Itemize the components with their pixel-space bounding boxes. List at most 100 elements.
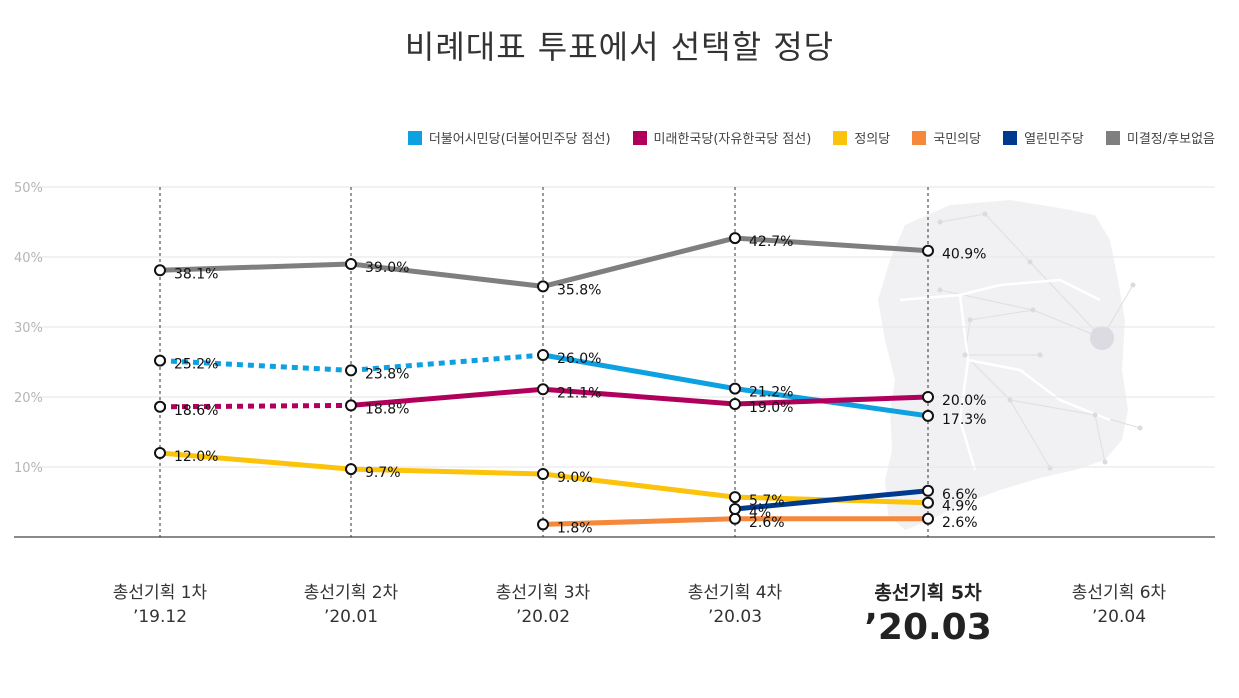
legend-item: 미결정/후보없음 [1105,128,1215,147]
data-label: 2.6% [942,515,978,531]
data-label: 6.6% [942,487,978,503]
data-label: 18.6% [174,403,218,419]
x-category-date: ’20.03 [707,607,763,627]
data-point [922,409,934,422]
series-segment [542,471,736,500]
data-point [537,383,549,396]
data-point [922,496,934,509]
data-point [729,232,741,245]
legend-item: 열린민주당 [1003,128,1084,147]
x-category-name: 총선기획 3차 [495,583,591,603]
korea-map-background [878,200,1143,530]
data-point [922,244,934,257]
data-label: 4% [749,505,771,521]
x-category-name: 총선기획 2차 [303,583,399,603]
data-point [729,491,741,504]
x-category: 총선기획 2차 ’20.01 [256,578,446,627]
series-segment [542,386,736,407]
data-label: 21.2% [749,385,793,401]
legend: 더불어시민당(더불어민주당 점선) 미래한국당(자유한국당 점선) 정의당 국민… [407,128,1215,147]
legend-item: 정의당 [833,128,890,147]
legend-swatch [912,130,927,145]
x-category-date: ’19.12 [132,607,188,627]
x-category-date: ’20.04 [1091,607,1147,627]
data-point [154,400,166,413]
chart-title: 비례대표 투표에서 선택할 정당 [404,28,835,66]
data-point [729,512,741,525]
data-point [537,280,549,293]
series-segment [350,386,544,408]
y-tick-label: 20% [14,391,43,406]
data-label: 9.0% [557,470,593,486]
legend-swatch [1105,130,1120,145]
legend-label: 미래한국당(자유한국당 점선) [653,132,812,147]
series-segment [159,358,352,373]
series-segment [159,402,352,410]
series-segment [159,450,352,472]
legend-swatch [632,130,647,145]
y-tick-label: 40% [14,251,43,266]
legend-label: 열린민주당 [1024,132,1084,147]
x-category-name: 총선기획 5차 [874,582,982,604]
x-category-name: 총선기획 1차 [112,583,208,603]
series-segment [542,352,736,392]
legend-label: 정의당 [854,132,891,147]
series-segment [350,261,544,289]
data-label: 40.9% [942,247,986,263]
data-label: 21.1% [557,385,601,401]
x-category-name: 총선기획 6차 [1071,583,1167,603]
data-label: 20.0% [942,393,986,409]
data-point [154,264,166,277]
legend-swatch [407,130,422,145]
legend-label: 미결정/후보없음 [1126,132,1215,147]
x-category: 총선기획 3차 ’20.02 [448,578,638,627]
data-label: 23.8% [365,366,409,382]
x-category: 총선기획 1차 ’19.12 [65,578,255,627]
series-segment [734,394,929,407]
data-point [922,512,934,525]
y-axis: 50% 40% 30% 20% 10% [14,181,43,476]
data-label: 12.0% [174,449,218,465]
legend-label: 더불어시민당(더불어민주당 점선) [428,132,611,147]
legend-swatch [1003,130,1018,145]
data-label: 5.7% [749,493,785,509]
data-point [345,399,357,412]
data-label: 39.0% [365,260,409,276]
x-category-date: ’20.03 [864,607,992,648]
y-tick-label: 10% [14,461,43,476]
data-label: 2.6% [749,515,785,531]
data-point [729,503,741,515]
x-category-date: ’20.02 [515,607,571,627]
legend-item: 더불어시민당(더불어민주당 점선) [407,128,611,147]
data-label: 18.8% [365,401,409,417]
data-label: 4.9% [942,499,978,515]
data-point [537,349,549,361]
data-point [154,354,166,367]
data-label: 17.3% [942,412,986,428]
x-category-date: ’20.01 [323,607,379,627]
data-point [922,391,934,403]
data-point [537,468,549,480]
series-segment [350,466,544,477]
x-category: 총선기획 4차 ’20.03 [640,578,830,627]
series-lines [159,235,929,527]
data-points [154,232,934,531]
data-point [922,484,934,497]
legend-swatch [833,130,848,145]
data-label: 9.7% [365,465,401,481]
category-guides [159,187,929,537]
legend-item: 미래한국당(자유한국당 점선) [632,128,812,147]
series-segment [734,235,929,254]
data-point [345,258,357,270]
x-category-name: 총선기획 4차 [687,583,783,603]
series-segment [542,235,736,289]
series-segment [159,261,352,273]
x-category: 총선기획 5차 ’20.03 [833,578,1023,648]
series-segment [542,516,736,527]
legend-label: 국민의당 [933,132,982,147]
data-point [729,398,741,410]
data-label: 26.0% [557,351,601,367]
data-point [537,518,549,531]
data-label: 38.1% [174,266,218,282]
